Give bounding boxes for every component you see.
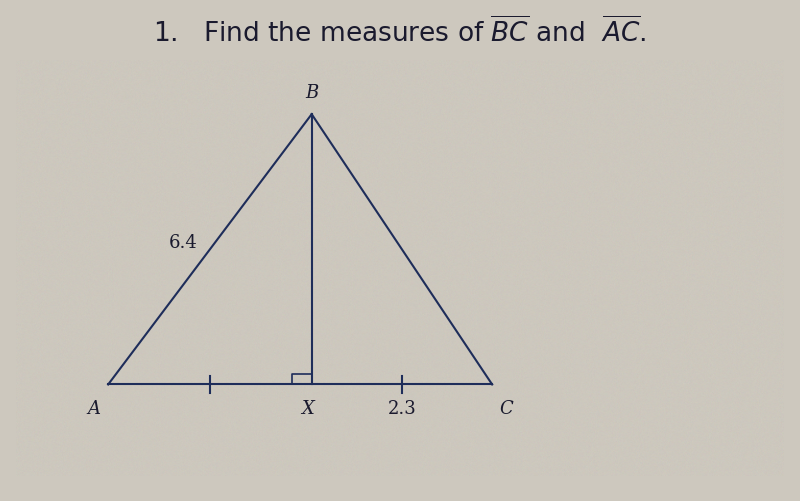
Text: 2.3: 2.3 [387, 400, 416, 418]
Text: X: X [302, 400, 314, 418]
Text: A: A [88, 400, 101, 418]
Text: B: B [305, 84, 318, 102]
Text: 1.   Find the measures of $\overline{\mathit{BC}}$ and  $\overline{\mathit{AC}}$: 1. Find the measures of $\overline{\math… [154, 17, 646, 48]
Text: C: C [499, 400, 513, 418]
Text: 6.4: 6.4 [169, 234, 198, 252]
